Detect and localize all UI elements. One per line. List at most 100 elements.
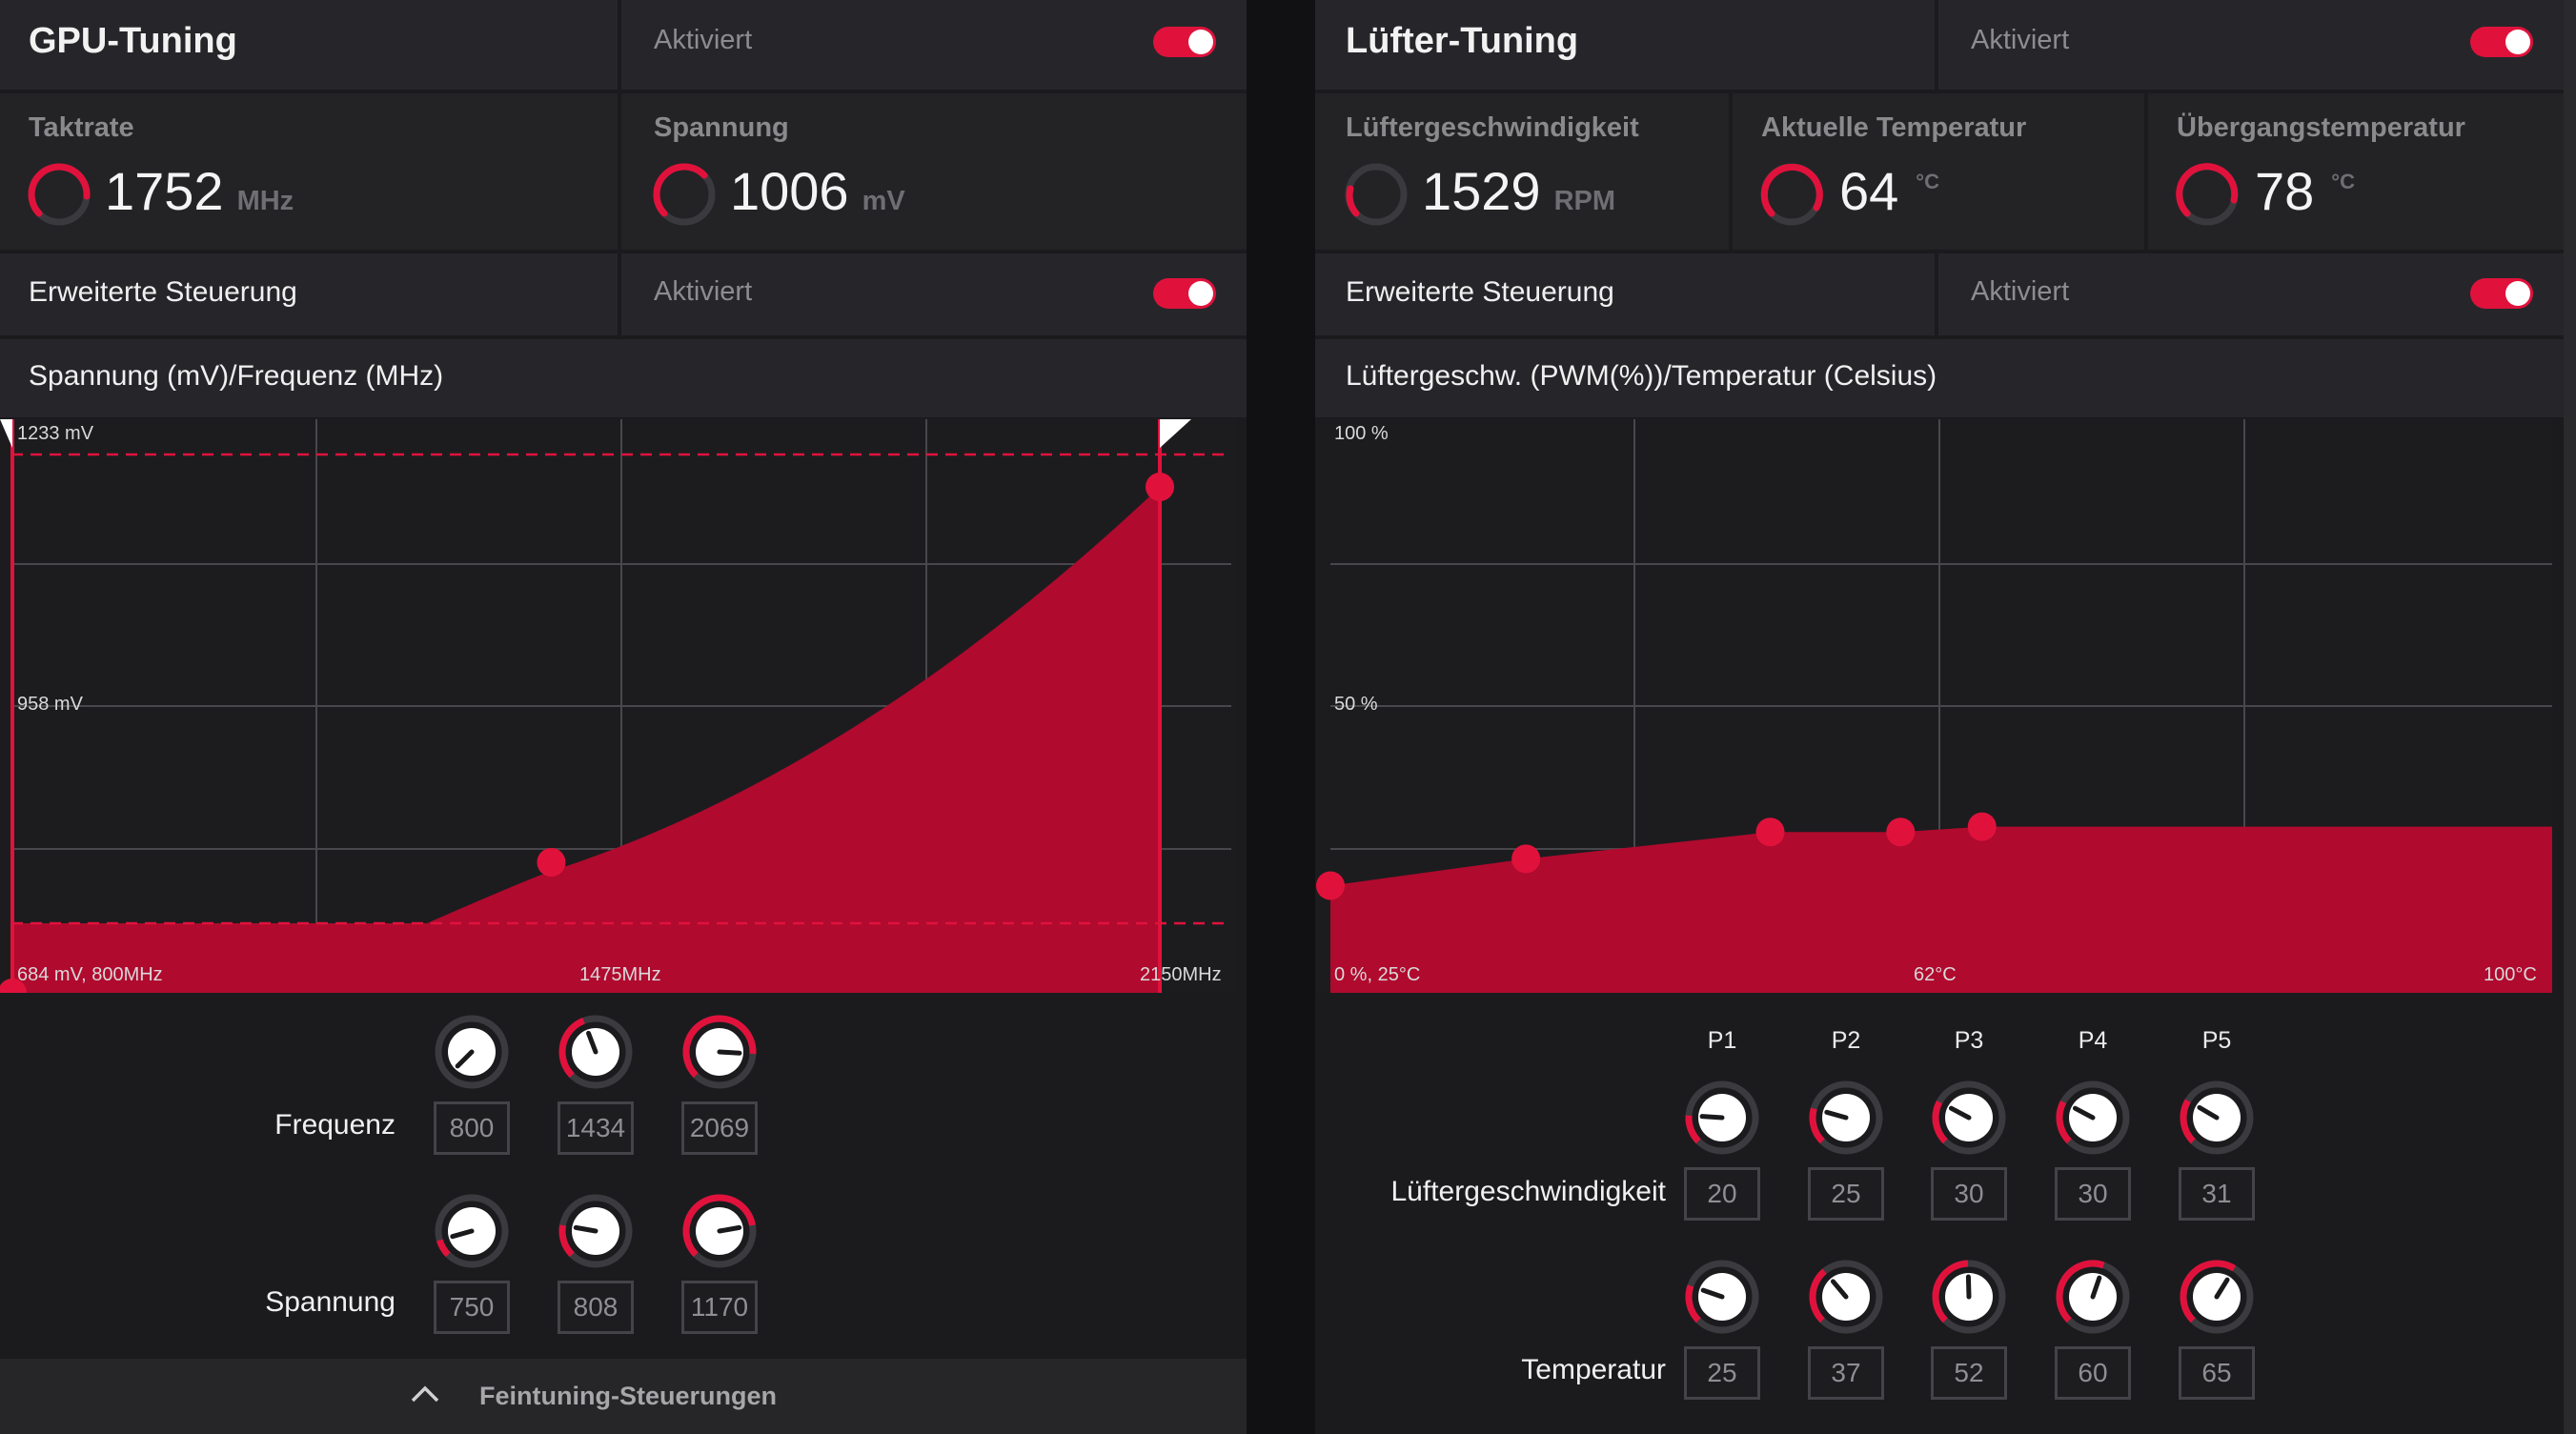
fan-temp-knob-2[interactable] [1807, 1258, 1885, 1336]
fan-point-label-4: P4 [2078, 1027, 2108, 1054]
fan-temp-knob-3[interactable] [1930, 1258, 2008, 1336]
fan-speed-knob-1-wrapper [1683, 1079, 1761, 1161]
clock-stat: Taktrate 1752 MHz [0, 93, 618, 250]
fan-speed-knob-2[interactable] [1807, 1079, 1885, 1157]
fan-speed-gauge-icon [1345, 163, 1408, 226]
current-temp-stat: Aktuelle Temperatur 64 °C [1733, 93, 2144, 250]
voltage-frequency-chart-svg [0, 419, 1231, 993]
fan-speed-knob-2-wrapper [1807, 1079, 1885, 1161]
fan-temp-knob-1-wrapper [1683, 1258, 1761, 1341]
fan-y-tick-max: 100 % [1334, 423, 1389, 444]
voltage-input-2[interactable]: 808 [558, 1281, 634, 1334]
voltage-curve-point-3[interactable] [1146, 473, 1174, 501]
fan-x-tick-min: 0 %, 25°C [1334, 964, 1421, 985]
fan-curve-point-3[interactable] [1755, 818, 1785, 847]
panel-divider [1247, 0, 1315, 1434]
voltage-knob-3[interactable] [680, 1192, 759, 1270]
fan-temperature-chart[interactable]: 100 % 50 % 0 %, 25°C 62°C 100°C [1315, 419, 2552, 993]
gpu-advanced-toggle[interactable] [1153, 278, 1216, 309]
frequency-knob-2-wrapper [557, 1013, 635, 1096]
gpu-tuning-toggle[interactable] [1153, 27, 1216, 57]
fan-temp-input-1[interactable]: 25 [1684, 1346, 1760, 1400]
fan-temp-input-5[interactable]: 65 [2179, 1346, 2255, 1400]
voltage-input-3[interactable]: 1170 [681, 1281, 758, 1334]
fan-y-tick-mid: 50 % [1334, 694, 1378, 715]
fan-curve-point-2[interactable] [1511, 844, 1541, 874]
fan-speed-input-3[interactable]: 30 [1931, 1167, 2007, 1221]
voltage-row-label: Spannung [265, 1286, 396, 1318]
fan-curve-area [1330, 826, 2552, 993]
frequency-knob-1-wrapper [433, 1013, 511, 1096]
voltage-knob-2[interactable] [557, 1192, 635, 1270]
fine-tuning-label: Feintuning-Steuerungen [479, 1382, 777, 1410]
fan-x-tick-mid: 62°C [1914, 964, 1957, 985]
current-temp-value: 64 [1839, 161, 1899, 221]
fan-tuning-toggle[interactable] [2470, 27, 2533, 57]
clock-value: 1752 [105, 161, 224, 221]
fan-chart-title: Lüftergeschw. (PWM(%))/Temperatur (Celsi… [1346, 360, 1937, 392]
fan-advanced-toggle[interactable] [2470, 278, 2533, 309]
gpu-tuning-panel: GPU-Tuning Aktiviert Taktrate 1752 MHz S… [0, 0, 1247, 1434]
fan-advanced-label: Erweiterte Steuerung [1346, 276, 1614, 308]
fan-temp-knob-4-wrapper [2054, 1258, 2132, 1341]
fan-speed-input-4[interactable]: 30 [2055, 1167, 2131, 1221]
fan-temp-knob-4[interactable] [2054, 1258, 2132, 1336]
junction-temp-stat: Übergangstemperatur 78 °C [2148, 93, 2564, 250]
fan-tuning-title: Lüfter-Tuning [1346, 21, 1579, 61]
fan-curve-point-4[interactable] [1886, 818, 1916, 847]
fan-temp-knob-5[interactable] [2178, 1258, 2256, 1336]
fan-speed-input-2[interactable]: 25 [1808, 1167, 1884, 1221]
fan-tuning-header: Lüfter-Tuning [1315, 0, 1935, 90]
fan-point-label-3: P3 [1954, 1027, 1984, 1054]
gpu-x-tick-min: 684 mV, 800MHz [17, 964, 163, 985]
max-frequency-marker [1160, 419, 1191, 448]
min-frequency-marker [0, 419, 12, 448]
fan-curve-point-1[interactable] [1316, 871, 1345, 900]
fan-tuning-panel: Lüfter-Tuning Aktiviert Lüftergeschwindi… [1315, 0, 2564, 1434]
fine-tuning-footer[interactable]: Feintuning-Steuerungen [0, 1359, 1247, 1434]
frequency-input-1[interactable]: 800 [434, 1101, 510, 1155]
frequency-input-2[interactable]: 1434 [558, 1101, 634, 1155]
frequency-knob-3-wrapper [680, 1013, 759, 1096]
frequency-knob-2[interactable] [557, 1013, 635, 1091]
gpu-advanced-status-cell: Aktiviert [621, 253, 1247, 335]
voltage-knob-1[interactable] [433, 1192, 511, 1270]
voltage-curve-point-1[interactable] [0, 979, 27, 993]
fan-temperature-chart-svg [1316, 419, 2552, 993]
right-edge [2564, 0, 2576, 1434]
fan-speed-stat: Lüftergeschwindigkeit 1529 RPM [1315, 93, 1729, 250]
voltage-gauge-icon [653, 163, 716, 226]
fan-speed-knob-4[interactable] [2054, 1079, 2132, 1157]
fan-temp-knob-1[interactable] [1683, 1258, 1761, 1336]
fan-temp-input-3[interactable]: 52 [1931, 1346, 2007, 1400]
fan-temp-knob-2-wrapper [1807, 1258, 1885, 1341]
junction-temp-gauge-icon [2176, 163, 2239, 226]
clock-unit: MHz [236, 186, 294, 216]
frequency-input-3[interactable]: 2069 [681, 1101, 758, 1155]
fan-tuning-status: Aktiviert [1971, 25, 2070, 55]
voltage-curve-point-2[interactable] [537, 848, 566, 877]
frequency-knob-1[interactable] [433, 1013, 511, 1091]
voltage-input-1[interactable]: 750 [434, 1281, 510, 1334]
clock-label: Taktrate [29, 112, 134, 143]
fan-temp-knob-3-wrapper [1930, 1258, 2008, 1341]
frequency-knob-3[interactable] [680, 1013, 759, 1091]
fan-speed-input-5[interactable]: 31 [2179, 1167, 2255, 1221]
current-temp-unit: °C [1916, 170, 1939, 193]
fan-advanced-status: Aktiviert [1971, 276, 2070, 307]
voltage-frequency-chart[interactable]: 1233 mV 958 mV 684 mV, 800MHz 1475MHz 21… [0, 419, 1235, 993]
fan-temp-input-2[interactable]: 37 [1808, 1346, 1884, 1400]
fan-curve-point-5[interactable] [1967, 812, 1997, 841]
chevron-up-icon [411, 1385, 439, 1403]
fan-speed-knob-4-wrapper [2054, 1079, 2132, 1161]
fan-x-tick-max: 100°C [2484, 964, 2537, 985]
fan-speed-knob-5-wrapper [2178, 1079, 2256, 1161]
fan-speed-input-1[interactable]: 20 [1684, 1167, 1760, 1221]
gpu-advanced-row: Erweiterte Steuerung [0, 253, 618, 335]
fan-speed-knob-3[interactable] [1930, 1079, 2008, 1157]
frequency-row-label: Frequenz [274, 1109, 396, 1141]
clock-gauge-icon [28, 163, 91, 226]
fan-temp-input-4[interactable]: 60 [2055, 1346, 2131, 1400]
fan-speed-knob-1[interactable] [1683, 1079, 1761, 1157]
fan-speed-knob-5[interactable] [2178, 1079, 2256, 1157]
